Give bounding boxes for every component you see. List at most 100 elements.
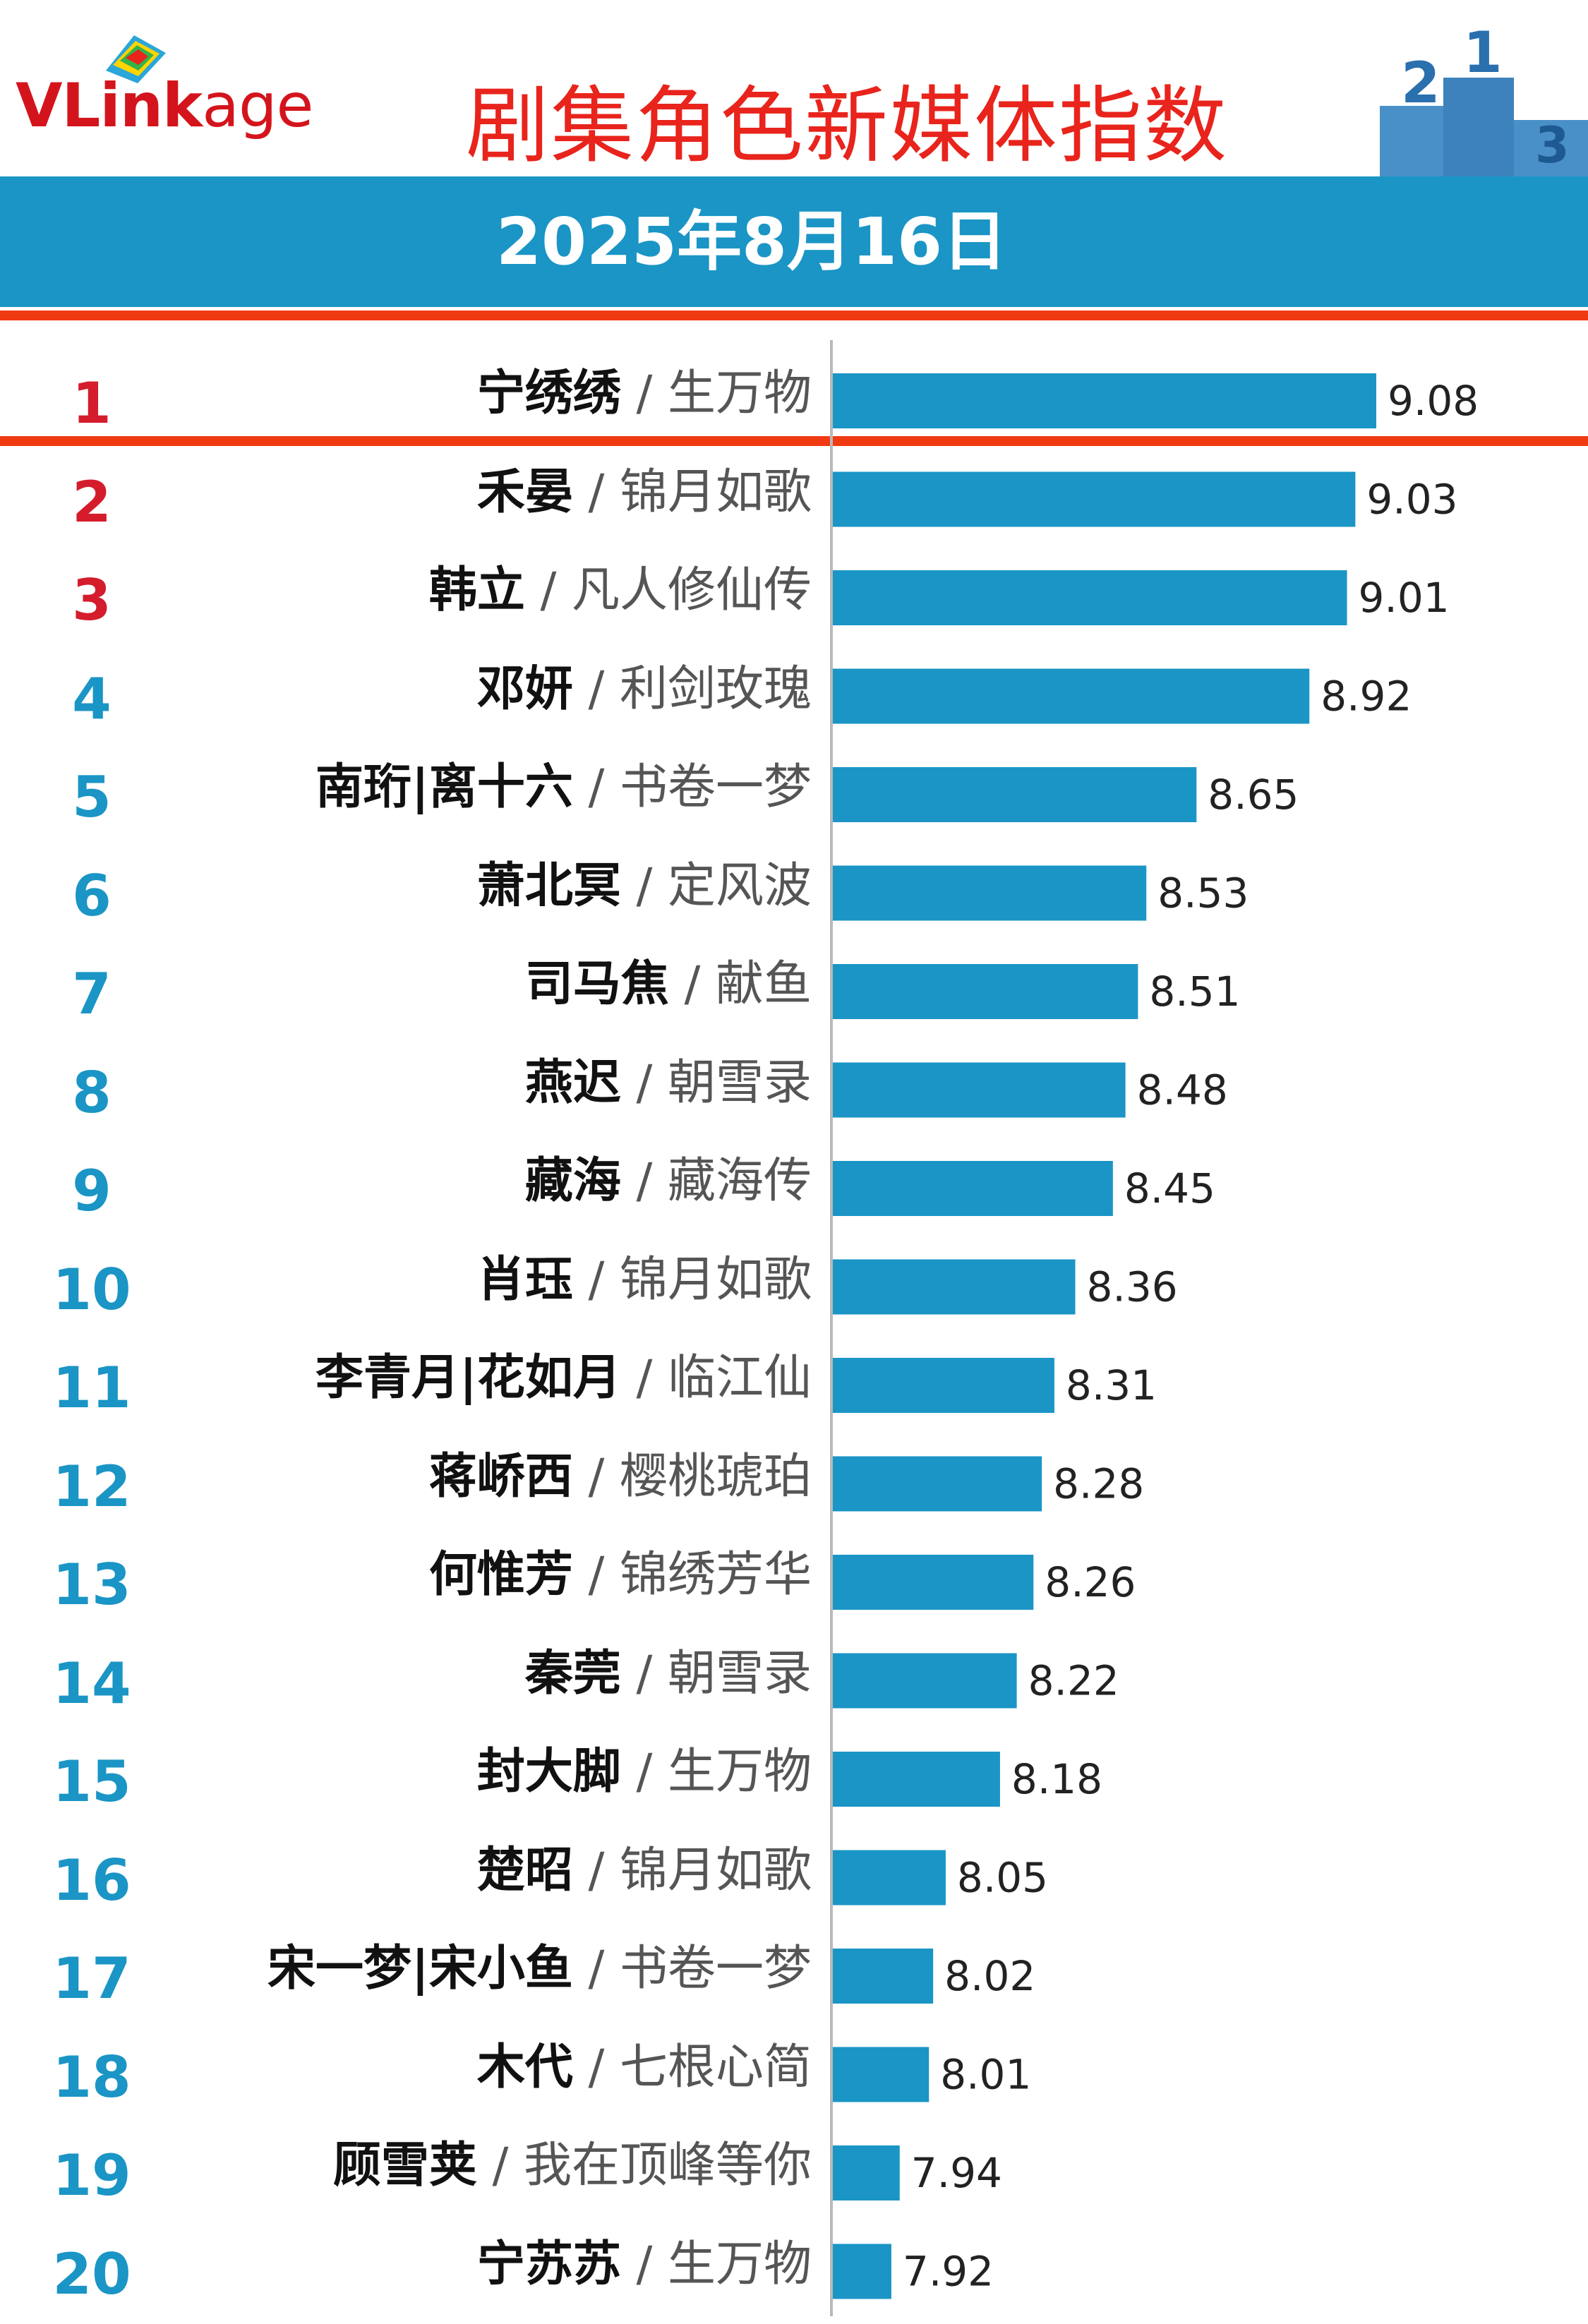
label-separator: / — [620, 857, 668, 914]
character-name: 韩立 — [428, 562, 525, 618]
show-title: 樱桃琥珀 — [619, 1448, 812, 1505]
label-separator: / — [572, 1941, 620, 1997]
rank-number: 1 — [72, 371, 112, 436]
data-label: 8.18 — [1011, 1755, 1102, 1803]
row-label: 宋一梦|宋小鱼 / 书卷一梦 — [267, 1920, 812, 2018]
podium-icon: 2 1 3 — [1380, 21, 1588, 176]
character-name: 肖珏 — [476, 1251, 573, 1308]
table-row: 2 禾晏 / 锦月如歌 — [0, 443, 1588, 542]
character-name: 封大脚 — [476, 1744, 621, 1800]
data-label: 8.31 — [1066, 1361, 1157, 1409]
table-row: 18 木代 / 七根心简 — [0, 2018, 1588, 2117]
data-label: 8.53 — [1157, 869, 1249, 917]
row-label: 邓妍 / 利剑玫瑰 — [477, 640, 812, 739]
first-place-divider — [0, 436, 1588, 446]
show-title: 定风波 — [667, 857, 812, 914]
show-title: 我在顶峰等你 — [523, 2138, 812, 2193]
label-separator: / — [572, 759, 620, 815]
logo: VLinkage — [16, 71, 313, 141]
table-row: 10 肖珏 / 锦月如歌 — [0, 1231, 1588, 1330]
character-name: 南珩|离十六 — [315, 759, 573, 815]
show-title: 锦绣芳华 — [619, 1547, 812, 1603]
label-separator: / — [572, 464, 620, 520]
table-row: 5 南珩|离十六 / 书卷一梦 — [0, 738, 1588, 837]
row-label: 韩立 / 凡人修仙传 — [429, 541, 812, 640]
data-label: 8.92 — [1321, 673, 1412, 721]
character-name: 何惟芳 — [428, 1547, 573, 1603]
row-label: 蒋峤西 / 樱桃琥珀 — [429, 1428, 812, 1527]
table-row: 12 蒋峤西 / 樱桃琥珀 — [0, 1428, 1588, 1527]
row-label: 司马焦 / 献鱼 — [525, 935, 812, 1034]
rank-number: 14 — [52, 1650, 131, 1716]
label-separator: / — [572, 1842, 620, 1898]
character-name: 司马焦 — [524, 956, 669, 1012]
data-label: 8.36 — [1087, 1263, 1178, 1311]
bar — [833, 1161, 1113, 1216]
row-label: 燕迟 / 朝雪录 — [525, 1034, 812, 1133]
show-title: 生万物 — [667, 2236, 812, 2292]
bar — [833, 373, 1376, 428]
logo-mark-icon — [106, 35, 166, 83]
chart-title: 剧集角色新媒体指数 — [466, 77, 1229, 174]
data-label: 8.26 — [1045, 1558, 1136, 1606]
show-title: 书卷一梦 — [619, 759, 812, 815]
bar — [833, 1358, 1054, 1413]
bar — [833, 1949, 934, 2004]
rank-number: 3 — [72, 567, 112, 633]
rank-number: 6 — [72, 862, 112, 929]
show-title: 生万物 — [667, 366, 812, 421]
rank-number: 11 — [52, 1355, 131, 1421]
rank-number: 13 — [52, 1552, 131, 1618]
data-label: 9.01 — [1359, 574, 1450, 622]
character-name: 宁苏苏 — [476, 2236, 621, 2292]
data-label: 8.05 — [957, 1854, 1048, 1902]
show-title: 锦月如歌 — [619, 1251, 812, 1308]
bar — [833, 1259, 1076, 1315]
rank-number: 7 — [72, 961, 112, 1027]
character-name: 楚昭 — [476, 1842, 573, 1898]
table-row: 20 宁苏苏 / 生万物 — [0, 2215, 1588, 2314]
table-row: 8 燕迟 / 朝雪录 — [0, 1034, 1588, 1133]
row-label: 萧北冥 / 定风波 — [477, 837, 812, 936]
rank-number: 17 — [52, 1946, 131, 2011]
row-label: 藏海 / 藏海传 — [525, 1132, 812, 1231]
row-label: 南珩|离十六 / 书卷一梦 — [315, 738, 812, 837]
podium-number-1: 1 — [1463, 21, 1503, 85]
character-name: 禾晏 — [476, 464, 573, 520]
character-name: 宁绣绣 — [476, 366, 621, 421]
character-name: 宋一梦|宋小鱼 — [267, 1941, 573, 1997]
bar — [833, 865, 1147, 921]
table-row: 13 何惟芳 / 锦绣芳华 — [0, 1526, 1588, 1625]
label-separator: / — [620, 1153, 668, 1209]
row-label: 禾晏 / 锦月如歌 — [477, 443, 812, 542]
bar — [833, 964, 1138, 1019]
character-name: 邓妍 — [476, 661, 573, 717]
character-name: 藏海 — [524, 1153, 621, 1209]
show-title: 凡人修仙传 — [571, 562, 812, 618]
row-label: 何惟芳 / 锦绣芳华 — [429, 1526, 812, 1625]
character-name: 顾雪荚 — [332, 2138, 477, 2193]
podium-number-2: 2 — [1401, 50, 1440, 116]
rank-number: 8 — [72, 1059, 112, 1126]
table-row: 7 司马焦 / 献鱼 — [0, 935, 1588, 1034]
bar — [833, 2047, 930, 2102]
data-label: 7.92 — [903, 2248, 994, 2296]
data-label: 8.45 — [1124, 1164, 1215, 1212]
show-title: 藏海传 — [667, 1153, 812, 1209]
character-name: 燕迟 — [524, 1054, 621, 1111]
bar — [833, 1555, 1034, 1610]
label-separator: / — [572, 2039, 620, 2095]
show-title: 七根心简 — [619, 2039, 812, 2095]
row-label: 宁苏苏 / 生万物 — [477, 2215, 812, 2314]
label-separator: / — [620, 1054, 668, 1111]
show-title: 锦月如歌 — [619, 464, 812, 520]
label-separator: / — [620, 1350, 668, 1406]
data-label: 9.03 — [1366, 476, 1457, 524]
label-separator: / — [572, 1448, 620, 1505]
rank-number: 5 — [72, 764, 112, 830]
bar — [833, 2244, 891, 2299]
date-banner — [0, 176, 1588, 307]
character-name: 蒋峤西 — [428, 1448, 573, 1505]
table-row: 11 李青月|花如月 / 临江仙 — [0, 1329, 1588, 1428]
